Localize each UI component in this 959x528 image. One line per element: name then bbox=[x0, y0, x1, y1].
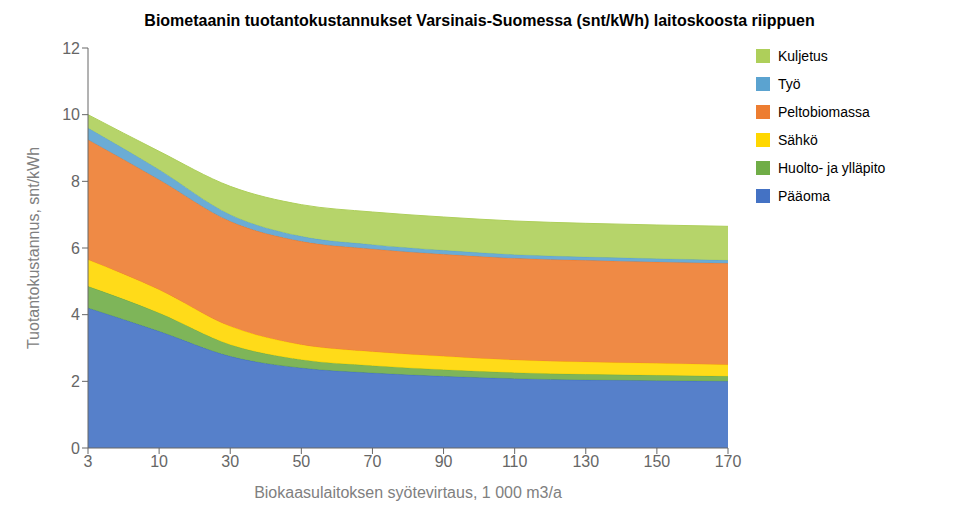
svg-text:30: 30 bbox=[221, 453, 239, 470]
html-text:Pääoma: Pääoma bbox=[778, 188, 831, 204]
svg-text:170: 170 bbox=[715, 453, 742, 470]
svg-text:150: 150 bbox=[644, 453, 671, 470]
html-text:Huolto- ja ylläpito: Huolto- ja ylläpito bbox=[778, 160, 886, 176]
svg-text:130: 130 bbox=[572, 453, 599, 470]
svg-text:6: 6 bbox=[71, 240, 80, 257]
svg-text:Biokaasulaitoksen syötevirtaus: Biokaasulaitoksen syötevirtaus, 1 000 m3… bbox=[254, 484, 562, 501]
svg-text:50: 50 bbox=[292, 453, 310, 470]
svg-text:Tuotantokustannus, snt/kWh: Tuotantokustannus, snt/kWh bbox=[25, 147, 42, 349]
svg-text:4: 4 bbox=[71, 306, 80, 323]
svg-text:3: 3 bbox=[84, 453, 93, 470]
svg-text:10: 10 bbox=[62, 106, 80, 123]
svg-text:0: 0 bbox=[71, 440, 80, 457]
html-text:Peltobiomassa: Peltobiomassa bbox=[778, 104, 870, 120]
svg-text:8: 8 bbox=[71, 173, 80, 190]
svg-text:12: 12 bbox=[62, 40, 80, 57]
html-text:Työ: Työ bbox=[778, 76, 801, 92]
html-text:Biometaanin tuotantokustannuks: Biometaanin tuotantokustannukset Varsina… bbox=[144, 12, 815, 29]
svg-text:90: 90 bbox=[435, 453, 453, 470]
svg-text:70: 70 bbox=[364, 453, 382, 470]
html-text:Sähkö: Sähkö bbox=[778, 132, 818, 148]
svg-text:2: 2 bbox=[71, 373, 80, 390]
svg-text:10: 10 bbox=[150, 453, 168, 470]
svg-text:110: 110 bbox=[502, 453, 528, 470]
html-text:Kuljetus: Kuljetus bbox=[778, 48, 828, 64]
